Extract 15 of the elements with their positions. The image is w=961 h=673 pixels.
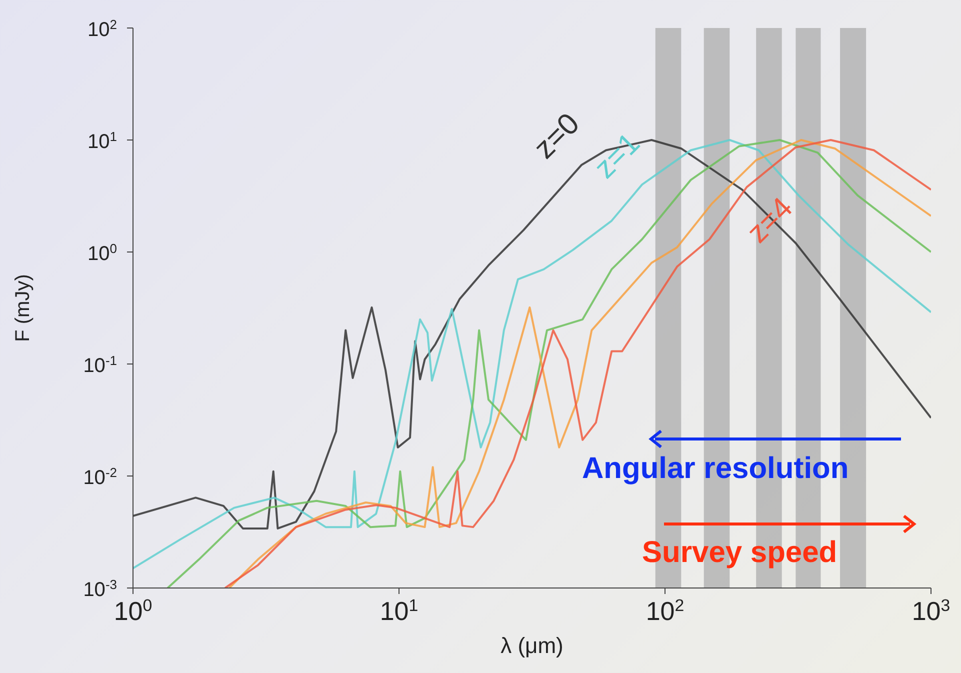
y-tick-label: 10$^{-1}$ xyxy=(83,352,117,377)
y-axis-title: F (mJy) xyxy=(12,274,34,342)
x-tick-label: 10$^{2}$ xyxy=(646,596,684,626)
y-tick-label: 10$^{-2}$ xyxy=(83,464,117,489)
y-tick-label: 10$^{0}$ xyxy=(88,240,117,265)
x-axis-title: λ (μm) xyxy=(500,633,564,658)
text: z=1 xyxy=(588,126,646,185)
text: z=0 xyxy=(528,107,586,166)
text: z=4 xyxy=(741,191,800,250)
annotation: Angular resolution xyxy=(582,452,849,486)
x-tick-label: 10$^{1}$ xyxy=(380,596,418,626)
annotation: Survey speed xyxy=(642,536,838,570)
y-tick-label: 10$^{2}$ xyxy=(88,16,117,41)
x-tick-label: 10$^{3}$ xyxy=(912,596,950,626)
y-tick-label: 10$^{1}$ xyxy=(88,128,117,153)
